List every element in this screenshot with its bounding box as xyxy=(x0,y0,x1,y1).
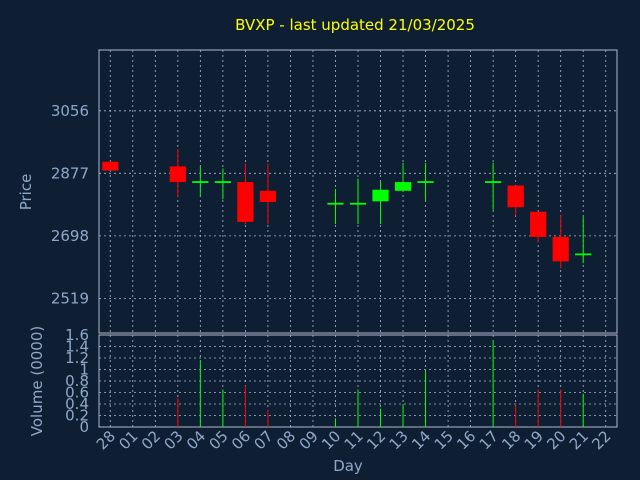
price-frame xyxy=(98,49,618,334)
price-axis-label: Price xyxy=(17,174,35,211)
volume-tick-label: 1.6 xyxy=(65,326,89,344)
candle-body xyxy=(552,236,569,262)
volume-tick-label: 1.2 xyxy=(65,349,89,367)
volume-tick-label: 1 xyxy=(79,361,89,379)
candle-body xyxy=(530,211,547,237)
candle-body xyxy=(372,189,389,202)
volume-tick-label: 0.6 xyxy=(65,384,89,402)
price-panel: 2519 2698 2877 3056 xyxy=(51,49,618,334)
volume-tick-label: 0 xyxy=(79,418,89,436)
volume-tick-label: 0.4 xyxy=(65,395,89,413)
candle-body xyxy=(327,202,344,205)
candle-body xyxy=(507,185,524,208)
candle-body xyxy=(349,202,367,205)
x-tick-label: 22 xyxy=(588,427,614,453)
volume-tick-label: 1.4 xyxy=(65,338,89,356)
candle-body xyxy=(259,190,277,202)
volume-tick-label: 0.8 xyxy=(65,372,89,390)
volume-axis-label: Volume (0000) xyxy=(28,326,46,436)
candle-body xyxy=(575,253,592,256)
chart-title: BVXP - last updated 21/03/2025 xyxy=(235,16,475,34)
candle-body xyxy=(169,166,186,183)
price-tick-label: 3056 xyxy=(51,102,89,120)
candle-body xyxy=(214,181,231,183)
candle-body xyxy=(102,161,119,171)
price-tick-label: 2877 xyxy=(51,164,89,182)
candle-body xyxy=(192,181,209,183)
candle-body xyxy=(237,182,254,222)
volume-tick-label: 0.2 xyxy=(65,407,89,425)
volume-panel: 2801020304050607080910111213141516171819… xyxy=(65,326,618,453)
candle-body xyxy=(394,182,412,191)
price-tick-label: 2698 xyxy=(51,227,89,245)
candle-body xyxy=(417,181,434,183)
x-axis-label: Day xyxy=(333,457,363,475)
price-tick-label: 2519 xyxy=(51,289,89,307)
candle-body xyxy=(485,181,502,183)
